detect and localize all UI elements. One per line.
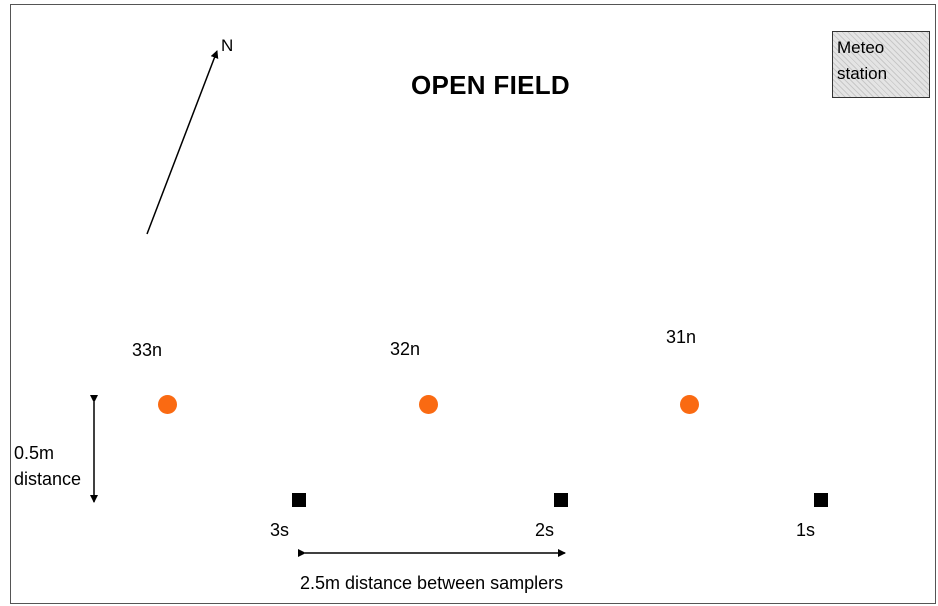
sampler-1s-marker: [814, 493, 828, 507]
sampler-33n-marker: [158, 395, 177, 414]
meteo-station-label: Meteo station: [837, 35, 929, 87]
sampler-3s-marker: [292, 493, 306, 507]
sampler-2s-marker: [554, 493, 568, 507]
vertical-distance-line1: 0.5m: [14, 443, 55, 463]
sampler-1s-label: 1s: [796, 520, 816, 540]
sampler-33n-label: 33n: [132, 340, 163, 360]
meteo-station-line2: station: [837, 64, 888, 83]
meteo-station-box: Meteo station: [832, 31, 930, 98]
sampler-3s-label: 3s: [270, 520, 290, 540]
horizontal-distance-label: 2.5m distance between samplers: [300, 573, 564, 593]
diagram-frame: [10, 4, 936, 604]
vertical-distance-label: 0.5m distance: [14, 440, 81, 492]
sampler-2s-label: 2s: [535, 520, 555, 540]
sampler-31n-marker: [680, 395, 699, 414]
north-label: N: [221, 36, 234, 55]
north-arrow: [146, 50, 219, 235]
meteo-station-line1: Meteo: [837, 38, 885, 57]
vertical-distance-line2: distance: [14, 469, 82, 489]
diagram-title: OPEN FIELD: [411, 70, 571, 100]
sampler-32n-marker: [419, 395, 438, 414]
sampler-32n-label: 32n: [390, 339, 421, 359]
sampler-31n-label: 31n: [666, 327, 697, 347]
